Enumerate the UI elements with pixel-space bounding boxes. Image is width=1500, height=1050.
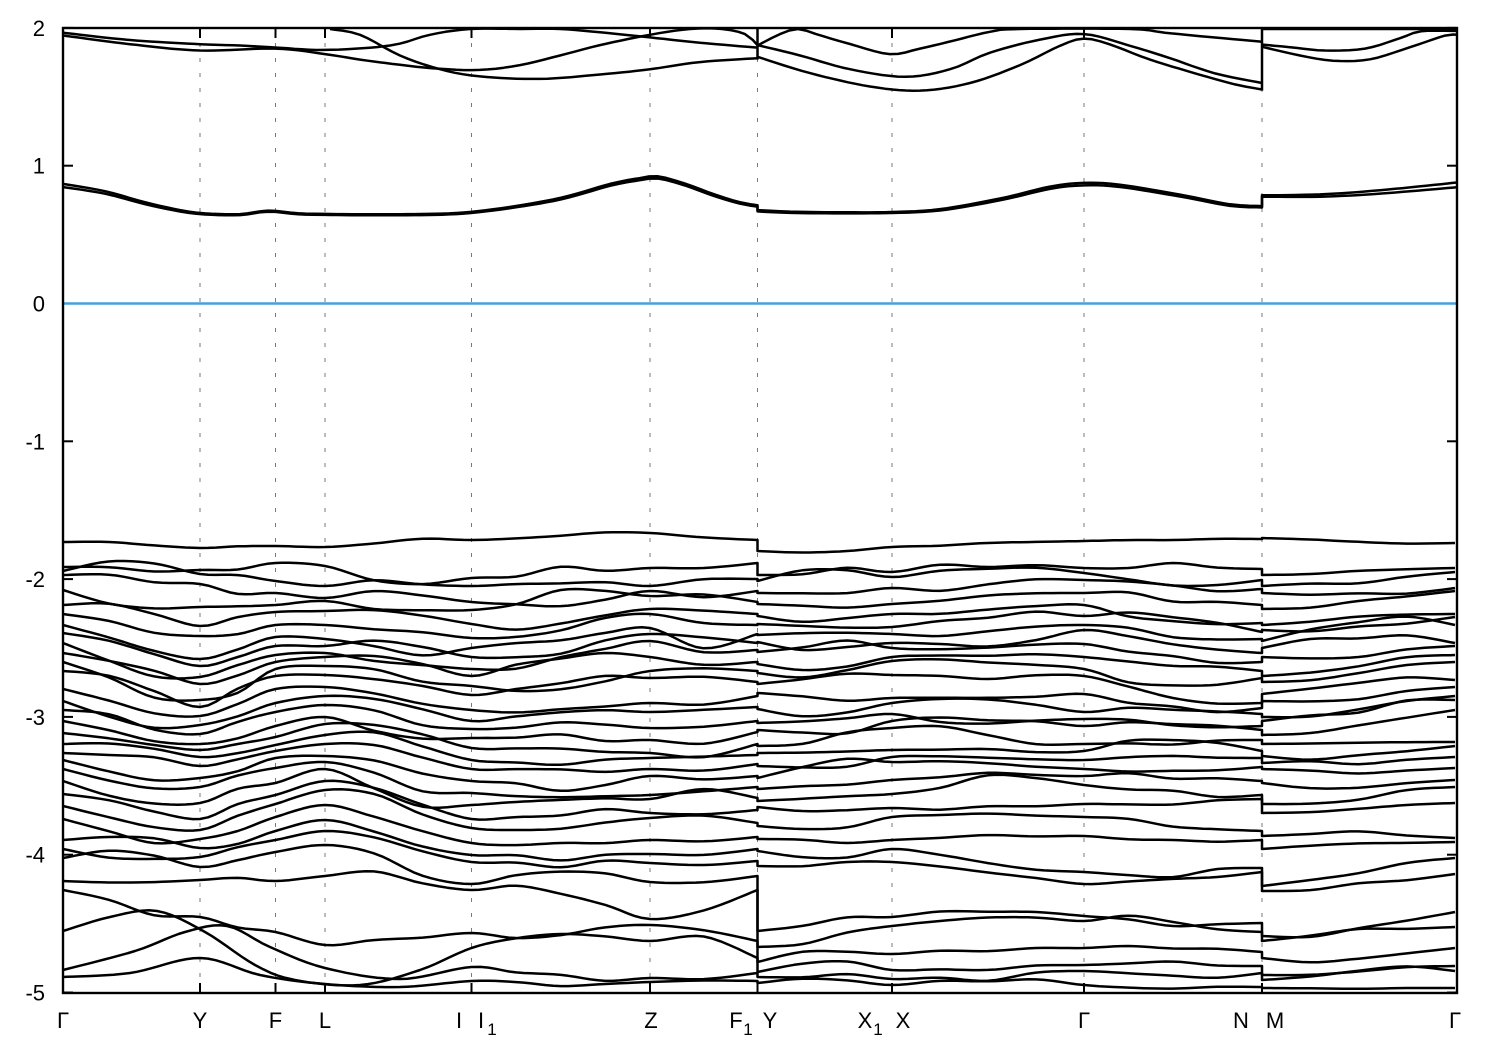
svg-text:1: 1: [743, 1020, 752, 1039]
svg-text:-3: -3: [25, 705, 45, 730]
svg-text:L: L: [319, 1008, 331, 1033]
svg-text:1: 1: [487, 1020, 496, 1039]
svg-text:F: F: [269, 1008, 282, 1033]
svg-text:-1: -1: [25, 429, 45, 454]
svg-text:I: I: [478, 1008, 484, 1033]
svg-text:1: 1: [33, 154, 45, 179]
svg-text:M: M: [1266, 1008, 1284, 1033]
svg-text:0: 0: [33, 292, 45, 317]
svg-text:2: 2: [33, 16, 45, 41]
svg-text:Y: Y: [193, 1008, 208, 1033]
svg-text:Γ: Γ: [57, 1008, 69, 1033]
svg-text:N: N: [1233, 1008, 1249, 1033]
svg-text:-4: -4: [25, 843, 45, 868]
svg-text:Z: Z: [644, 1008, 657, 1033]
svg-text:1: 1: [873, 1020, 882, 1039]
svg-text:Γ: Γ: [1078, 1008, 1090, 1033]
svg-text:X: X: [858, 1008, 873, 1033]
svg-text:I: I: [456, 1008, 462, 1033]
svg-text:X: X: [896, 1008, 911, 1033]
svg-text:Y: Y: [763, 1008, 778, 1033]
svg-text:F: F: [729, 1008, 742, 1033]
svg-text:-2: -2: [25, 567, 45, 592]
svg-text:-5: -5: [25, 981, 45, 1006]
svg-text:Γ: Γ: [1449, 1008, 1461, 1033]
